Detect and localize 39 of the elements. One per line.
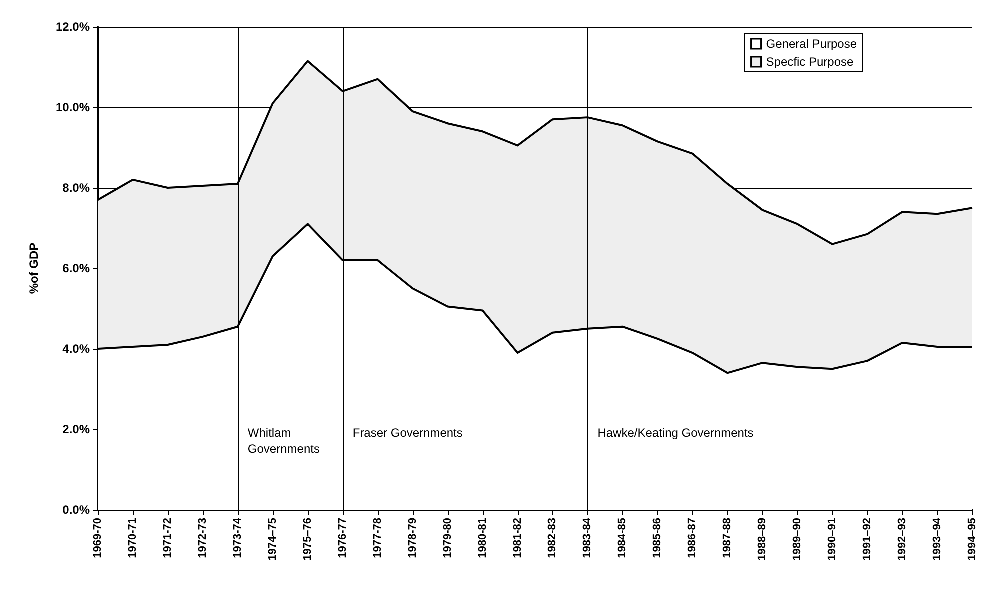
x-tick-label: 1985-86 [652,518,664,558]
x-tick-label: 1981-82 [512,518,524,558]
x-tick-label: 1984-85 [616,518,629,558]
x-tick-label: 1982-83 [546,518,559,558]
x-tick-label: 1979-80 [442,518,454,558]
x-tick-label: 1983-84 [582,517,594,558]
x-tick-label: 1973-74 [232,517,244,558]
x-tick-label: 1992–93 [896,518,909,561]
ref-line-label: Fraser Governments [352,426,463,440]
x-tick-label: 1980-81 [476,518,489,558]
x-tick-label: 1972-73 [196,518,209,558]
x-tick-label: 1994–95 [966,518,978,561]
x-tick-label: 1970-71 [126,518,139,558]
legend-label: Specfic Purpose [766,55,854,69]
y-tick-label: 12.0% [56,20,90,34]
y-tick-label: 0.0% [62,503,90,517]
y-tick-label: 10.0% [56,100,90,114]
y-tick-label: 2.0% [62,422,90,436]
y-tick-label: 8.0% [62,181,90,195]
y-axis-title: %of GDP [27,242,41,294]
legend-label: General Purpose [766,37,858,51]
y-tick-label: 6.0% [62,262,90,276]
x-tick-label: 1977-78 [372,518,384,558]
x-tick-label: 1988–89 [756,518,769,561]
y-tick-label: 4.0% [62,342,90,356]
x-tick-label: 1969-70 [92,518,104,558]
x-tick-label: 1989–90 [792,518,804,561]
x-tick-label: 1987-88 [722,518,734,558]
x-tick-label: 1971-72 [162,518,174,558]
x-tick-label: 1976-77 [336,518,349,558]
x-tick-label: 1993–94 [932,517,944,561]
x-tick-label: 1975–76 [302,518,314,561]
x-tick-label: 1990–91 [826,518,839,561]
ref-line-label: Whitlam Governments [248,426,320,456]
x-tick-label: 1986-87 [686,518,699,558]
x-tick-label: 1974–75 [266,518,279,561]
x-tick-label: 1978-79 [406,518,419,558]
ref-line-label: Hawke/Keating Governments [598,426,754,440]
x-tick-label: 1991–92 [862,518,874,561]
